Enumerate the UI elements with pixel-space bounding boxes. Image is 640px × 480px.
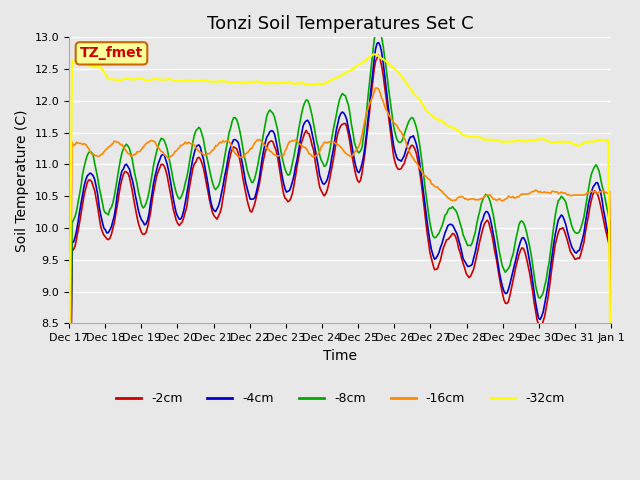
- Title: Tonzi Soil Temperatures Set C: Tonzi Soil Temperatures Set C: [207, 15, 474, 33]
- X-axis label: Time: Time: [323, 348, 357, 363]
- Y-axis label: Soil Temperature (C): Soil Temperature (C): [15, 109, 29, 252]
- Text: TZ_fmet: TZ_fmet: [80, 47, 143, 60]
- Legend: -2cm, -4cm, -8cm, -16cm, -32cm: -2cm, -4cm, -8cm, -16cm, -32cm: [111, 387, 569, 410]
